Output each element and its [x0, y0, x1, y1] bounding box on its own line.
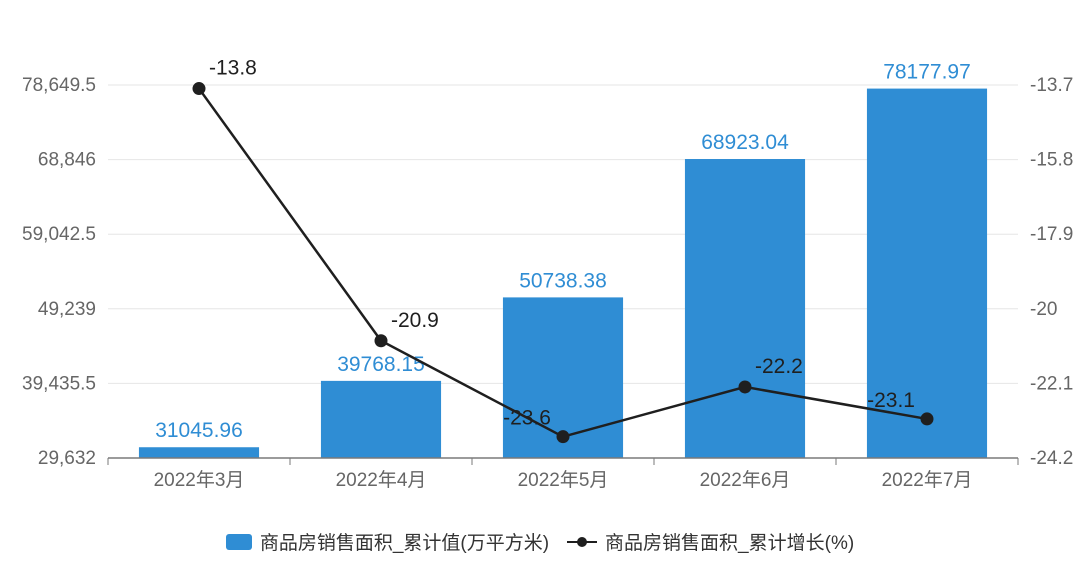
y-left-tick-label: 68,846 — [38, 150, 96, 171]
y-left-tick-label: 29,632 — [38, 448, 96, 469]
legend: 商品房销售面积_累计值(万平方米) 商品房销售面积_累计增长(%) — [0, 528, 1080, 555]
y-right-tick-label: -17.9 — [1030, 224, 1073, 245]
line-marker — [739, 380, 752, 393]
y-left-tick-label: 78,649.5 — [22, 75, 96, 96]
line-value-label: -13.8 — [209, 57, 257, 80]
legend-swatch-line — [567, 535, 597, 549]
bar — [139, 447, 259, 458]
line-marker — [557, 430, 570, 443]
line-value-label: -23.6 — [503, 407, 551, 430]
chart-container: 31045.9639768.1550738.3868923.0478177.97… — [0, 0, 1080, 578]
x-axis-label: 2022年7月 — [882, 469, 973, 491]
y-left-tick-label: 49,239 — [38, 299, 96, 320]
chart-svg: 31045.9639768.1550738.3868923.0478177.97… — [0, 0, 1080, 578]
y-right-tick-label: -20 — [1030, 299, 1057, 320]
x-axis-label: 2022年3月 — [154, 469, 245, 491]
line-value-label: -20.9 — [391, 309, 439, 332]
x-axis-label: 2022年5月 — [518, 469, 609, 491]
y-right-tick-label: -24.2 — [1030, 448, 1073, 469]
legend-label: 商品房销售面积_累计增长(%) — [605, 528, 854, 555]
line-marker — [375, 334, 388, 347]
legend-swatch-bar — [226, 534, 252, 550]
line-value-label: -23.1 — [867, 389, 915, 412]
bar — [321, 381, 441, 458]
bar-value-label: 78177.97 — [883, 61, 971, 84]
line-marker — [921, 412, 934, 425]
legend-item: 商品房销售面积_累计增长(%) — [567, 528, 854, 555]
y-right-tick-label: -13.7 — [1030, 75, 1073, 96]
y-right-tick-label: -22.1 — [1030, 373, 1073, 394]
y-left-tick-label: 59,042.5 — [22, 224, 96, 245]
line-value-label: -22.2 — [755, 355, 803, 378]
x-axis-label: 2022年4月 — [336, 469, 427, 491]
bar-value-label: 68923.04 — [701, 131, 789, 154]
line-marker — [193, 82, 206, 95]
y-right-tick-label: -15.8 — [1030, 150, 1073, 171]
bar-value-label: 31045.96 — [155, 419, 243, 442]
legend-item: 商品房销售面积_累计值(万平方米) — [226, 528, 549, 555]
y-left-tick-label: 39,435.5 — [22, 373, 96, 394]
bar-value-label: 50738.38 — [519, 269, 607, 292]
bar — [685, 159, 805, 458]
x-axis-label: 2022年6月 — [700, 469, 791, 491]
legend-label: 商品房销售面积_累计值(万平方米) — [260, 528, 549, 555]
